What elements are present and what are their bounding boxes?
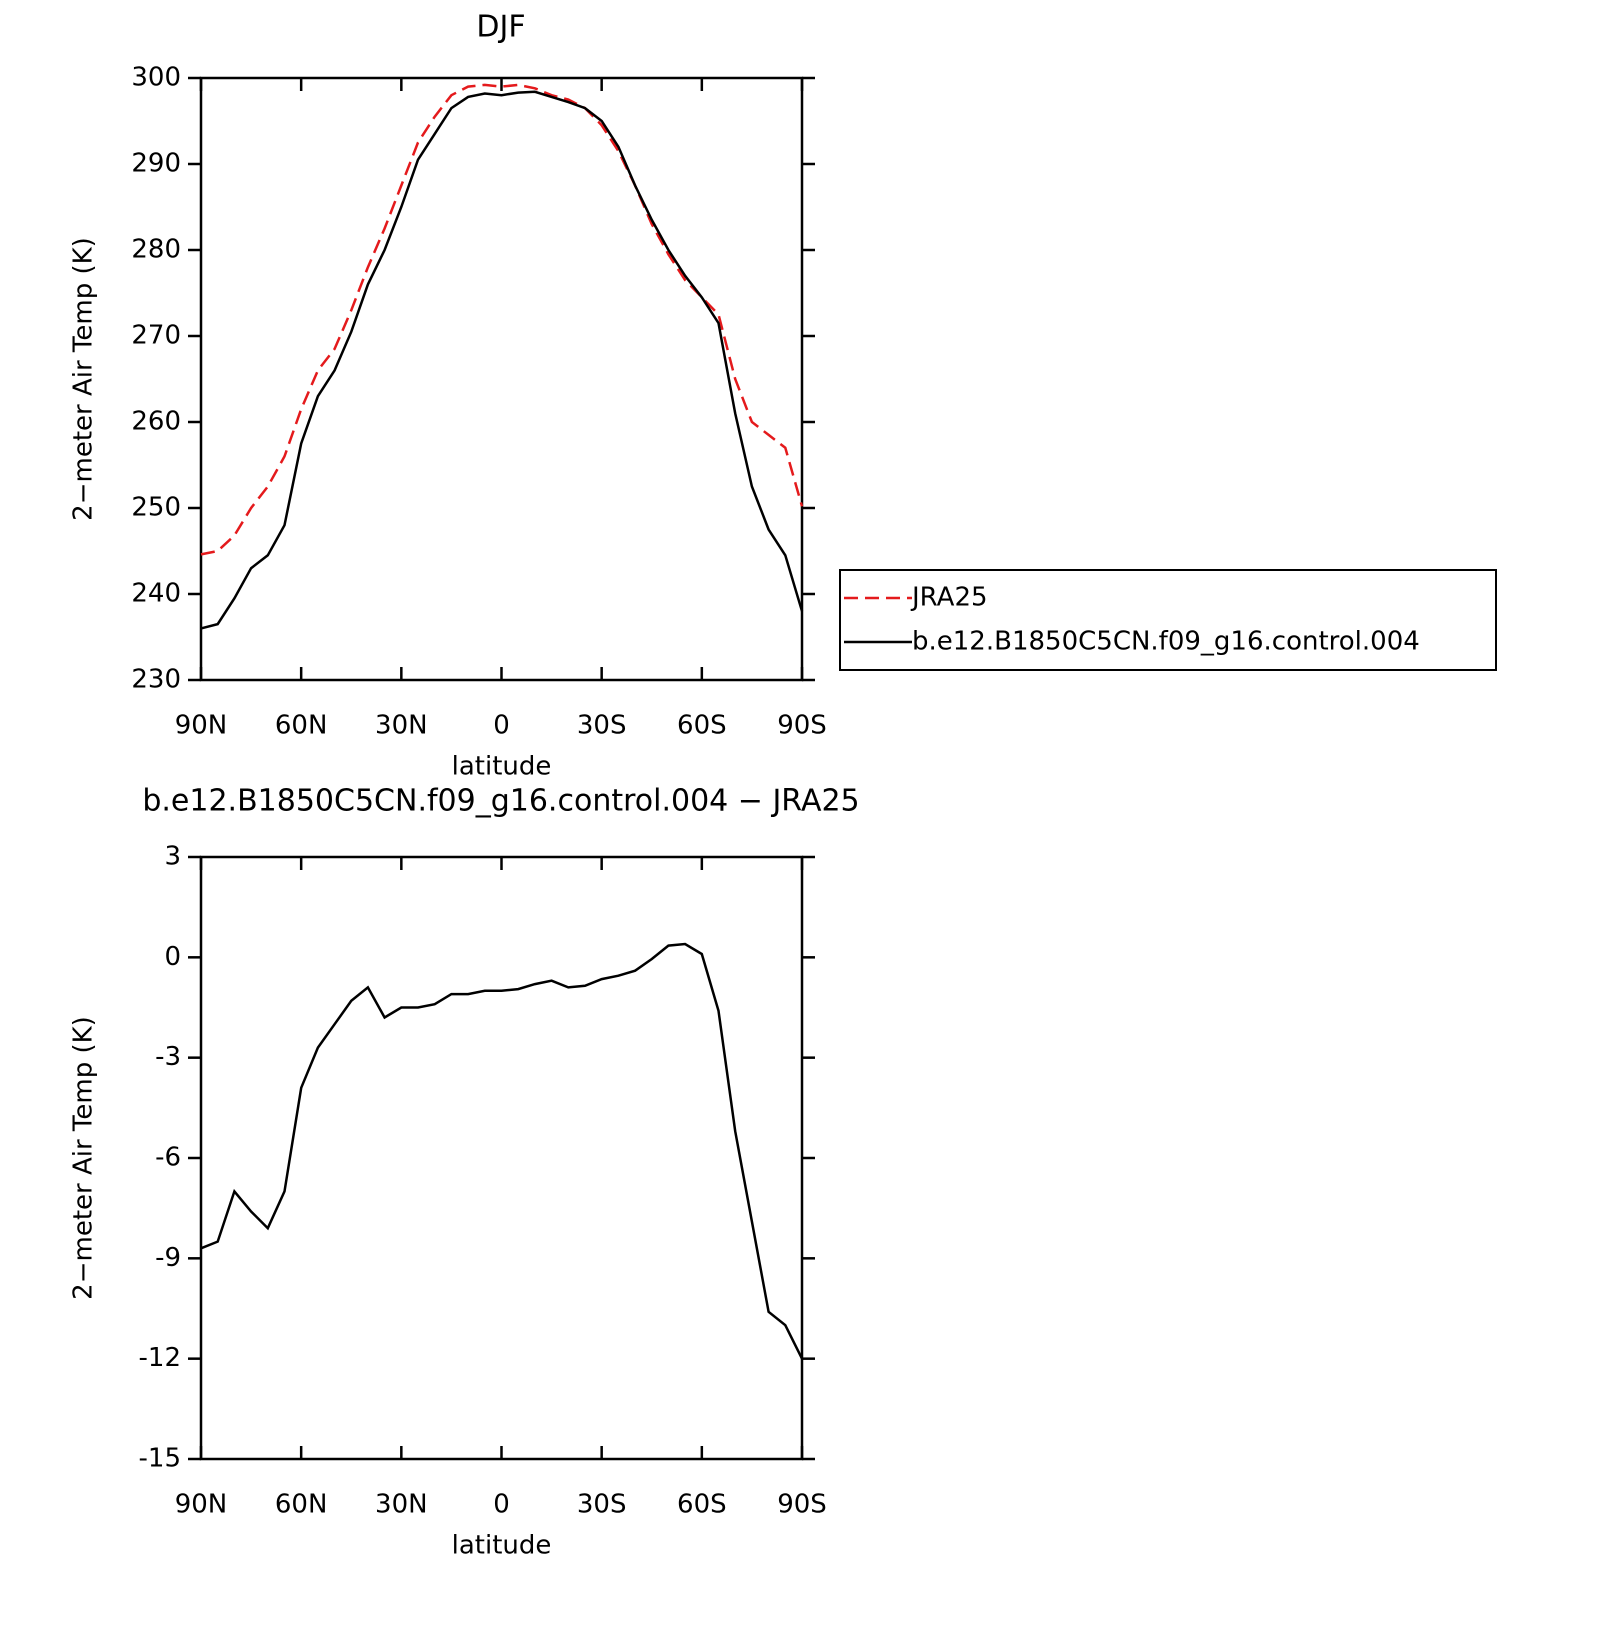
x-tick-label: 30N [375,1490,428,1520]
y-tick-label: -9 [155,1243,181,1273]
chart-title: DJF [476,10,525,45]
x-tick-label: 30S [577,711,627,741]
y-tick-label: -15 [139,1444,181,1474]
x-tick-label: 90N [175,711,228,741]
y-tick-label: 270 [131,321,181,351]
x-tick-label: 90S [777,1490,827,1520]
y-tick-label: 250 [131,493,181,523]
y-tick-label: 290 [131,149,181,179]
x-axis-label: latitude [452,752,552,782]
x-axis-label: latitude [452,1531,552,1561]
plot-frame [199,76,804,682]
x-tick-label: 0 [493,711,510,741]
x-tick-label: 60N [275,1490,328,1520]
y-tick-label: -6 [155,1143,181,1173]
x-tick-label: 90N [175,1490,228,1520]
chart-title: b.e12.B1850C5CN.f09_g16.control.004 − JR… [142,784,859,819]
series-line [200,83,804,556]
legend-box [839,569,1497,671]
y-tick-label: 230 [131,665,181,695]
y-tick-label: -3 [155,1042,181,1072]
series-line [200,90,804,630]
x-tick-label: 90S [777,711,827,741]
x-tick-label: 30N [375,711,428,741]
y-axis-label: 2−meter Air Temp (K) [69,237,99,521]
legend-label: JRA25 [910,583,988,613]
y-tick-label: 300 [131,63,181,93]
x-tick-label: 0 [493,1490,510,1520]
x-tick-label: 30S [577,1490,627,1520]
y-axis-label: 2−meter Air Temp (K) [69,1016,99,1300]
y-tick-label: 0 [164,942,181,972]
y-tick-label: 280 [131,235,181,265]
x-tick-label: 60S [677,1490,727,1520]
x-tick-label: 60N [275,711,328,741]
y-tick-label: 240 [131,579,181,609]
y-tick-label: 3 [164,842,181,872]
series-line [200,942,804,1360]
y-tick-label: -12 [139,1343,181,1373]
y-tick-label: 260 [131,407,181,437]
legend-label: b.e12.B1850C5CN.f09_g16.control.004 [912,627,1420,657]
x-tick-label: 60S [677,711,727,741]
